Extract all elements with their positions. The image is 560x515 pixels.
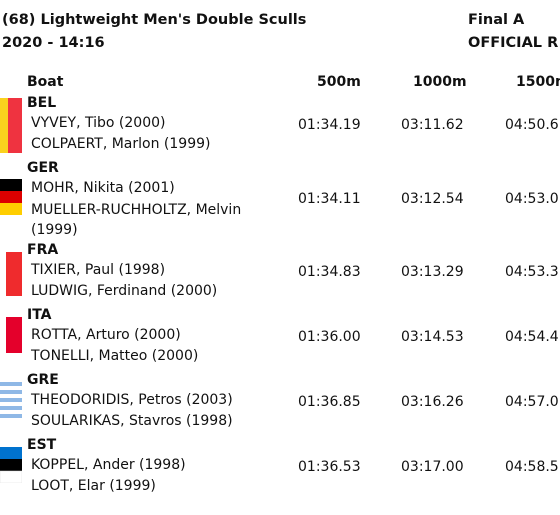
country-code: EST bbox=[27, 437, 57, 453]
rower-name: SOULARIKAS, Stavros (1998) bbox=[31, 413, 233, 429]
rower-name: TONELLI, Matteo (2000) bbox=[31, 348, 199, 364]
split-500m: 01:34.83 bbox=[298, 264, 361, 280]
split-1000m: 03:14.53 bbox=[401, 329, 464, 345]
event-date-time: 2020 - 14:16 bbox=[2, 35, 105, 51]
rower-name: MOHR, Nikita (2001) bbox=[31, 180, 175, 196]
split-500m: 01:34.19 bbox=[298, 117, 361, 133]
estonia-flag-icon bbox=[0, 447, 23, 484]
split-500m: 01:36.85 bbox=[298, 394, 361, 410]
italy-flag-icon bbox=[0, 317, 22, 353]
column-1000m: 1000m bbox=[413, 74, 467, 90]
country-code: ITA bbox=[27, 307, 52, 323]
split-500m: 01:34.11 bbox=[298, 191, 361, 207]
rower-name: COLPAERT, Marlon (1999) bbox=[31, 136, 211, 152]
rower-name: MUELLER-RUCHHOLTZ, Melvin (1999) bbox=[31, 202, 242, 238]
rower-name: VYVEY, Tibo (2000) bbox=[31, 115, 166, 131]
split-1500m: 04:50.6 bbox=[505, 117, 559, 133]
country-code: GER bbox=[27, 160, 59, 176]
split-1500m: 04:57.0 bbox=[505, 394, 559, 410]
race-final-label: Final A bbox=[468, 12, 525, 28]
estonia-flag-graphic bbox=[0, 447, 23, 484]
split-500m: 01:36.00 bbox=[298, 329, 361, 345]
rower-name: KOPPEL, Ander (1998) bbox=[31, 457, 186, 473]
germany-flag-graphic bbox=[0, 179, 22, 215]
split-1000m: 03:12.54 bbox=[401, 191, 464, 207]
belgium-flag-icon bbox=[0, 98, 22, 153]
rower-name: THEODORIDIS, Petros (2003) bbox=[31, 392, 233, 408]
country-code: GRE bbox=[27, 372, 59, 388]
country-code: FRA bbox=[27, 242, 59, 258]
split-1500m: 04:58.5 bbox=[505, 459, 559, 475]
split-500m: 01:36.53 bbox=[298, 459, 361, 475]
results-header: (68) Lightweight Men's Double Sculls 202… bbox=[0, 0, 560, 60]
rower-name: TIXIER, Paul (1998) bbox=[31, 262, 166, 278]
france-flag-icon bbox=[0, 252, 22, 296]
rower-name: LUDWIG, Ferdinand (2000) bbox=[31, 283, 218, 299]
greece-flag-icon bbox=[0, 382, 22, 420]
split-1000m: 03:17.00 bbox=[401, 459, 464, 475]
event-title: (68) Lightweight Men's Double Sculls bbox=[2, 12, 307, 28]
split-1000m: 03:13.29 bbox=[401, 264, 464, 280]
column-boat: Boat bbox=[27, 74, 64, 90]
split-1500m: 04:53.3 bbox=[505, 264, 559, 280]
split-1000m: 03:16.26 bbox=[401, 394, 464, 410]
column-500m: 500m bbox=[317, 74, 361, 90]
france-flag-graphic bbox=[0, 252, 22, 296]
split-1000m: 03:11.62 bbox=[401, 117, 464, 133]
belgium-flag-graphic bbox=[0, 98, 22, 153]
country-code: BEL bbox=[27, 95, 57, 111]
italy-flag-graphic bbox=[0, 317, 22, 353]
split-1500m: 04:53.0 bbox=[505, 191, 559, 207]
rower-name: LOOT, Elar (1999) bbox=[31, 478, 156, 494]
split-1500m: 04:54.4 bbox=[505, 329, 559, 345]
rower-name: ROTTA, Arturo (2000) bbox=[31, 327, 181, 343]
column-1500m: 1500m bbox=[516, 74, 560, 90]
greece-flag-graphic bbox=[0, 382, 22, 420]
germany-flag-icon bbox=[0, 179, 22, 215]
official-results-label: OFFICIAL R bbox=[468, 35, 559, 51]
